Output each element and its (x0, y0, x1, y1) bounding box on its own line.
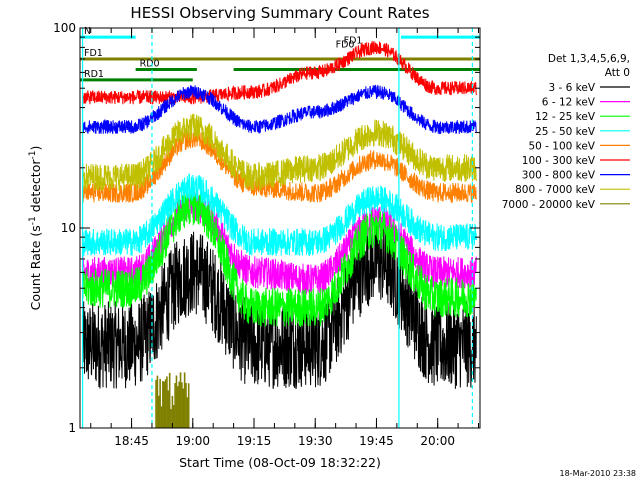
series-path (82, 173, 477, 257)
series-300to800keV-line (82, 84, 477, 135)
legend-entry-label: 12 - 25 keV (535, 111, 596, 123)
legend-header-1: Det 1,3,4,5,6,9, (548, 53, 630, 65)
legend-entry-label: 50 - 100 keV (528, 140, 595, 152)
y-tick-label: 1 (68, 421, 76, 435)
flag-label: RD0 (140, 59, 160, 70)
x-tick-label: 18:45 (114, 434, 149, 448)
legend-entry-label: 100 - 300 keV (522, 155, 596, 167)
series-7000to20000keV-line (155, 372, 190, 428)
legend: Det 1,3,4,5,6,9, Att 0 3 - 6 keV 6 - 12 k… (502, 53, 630, 211)
flag-annotation: FD1 (344, 35, 363, 46)
flag-label: N (84, 26, 91, 37)
footer-timestamp: 18-Mar-2010 23:38 (560, 469, 637, 478)
series-layer (82, 40, 477, 428)
flag-label: RD1 (84, 69, 104, 80)
y-axis-title: Count Rate (s-1 detector-1) (28, 146, 43, 311)
x-tick-label: 20:00 (420, 434, 455, 448)
legend-entry-label: 3 - 6 keV (548, 82, 595, 94)
legend-entry-label: 7000 - 20000 keV (502, 199, 596, 211)
chart-title: HESSI Observing Summary Count Rates (130, 4, 429, 22)
x-axis-title: Start Time (08-Oct-09 18:32:22) (179, 455, 381, 470)
series-path (82, 84, 477, 135)
x-tick-label: 19:15 (237, 434, 272, 448)
series-800to7000keV-line (82, 113, 477, 192)
axes: 18:45 19:00 19:15 19:30 19:45 20:00 1 10 100 (53, 21, 480, 448)
flag-annotation: FD0 (336, 39, 355, 50)
flag-label: FD1 (84, 48, 103, 59)
legend-entry-label: 25 - 50 keV (535, 126, 596, 138)
series-path (82, 190, 477, 296)
y-tick-label: 100 (53, 21, 76, 35)
series-path (82, 40, 477, 105)
legend-header-2: Att 0 (605, 67, 630, 79)
legend-entry-label: 6 - 12 keV (542, 97, 596, 109)
series-100to300keV-line (82, 40, 477, 105)
series-path (82, 113, 477, 192)
series-path (82, 128, 477, 203)
x-tick-label: 19:30 (298, 434, 333, 448)
y-tick-label: 10 (61, 221, 76, 235)
series-path (82, 185, 477, 328)
x-tick-label: 19:45 (359, 434, 394, 448)
series-3to6keV-line (82, 217, 477, 390)
series-path (82, 217, 477, 390)
legend-entry-label: 300 - 800 keV (522, 170, 596, 182)
series-25to50keV-line (82, 173, 477, 257)
series-6to12keV-line (82, 190, 477, 296)
series-12to25keV-line (82, 185, 477, 328)
legend-entry-label: 800 - 7000 keV (515, 184, 596, 196)
series-50to100keV-line (82, 128, 477, 203)
x-tick-label: 19:00 (175, 434, 210, 448)
